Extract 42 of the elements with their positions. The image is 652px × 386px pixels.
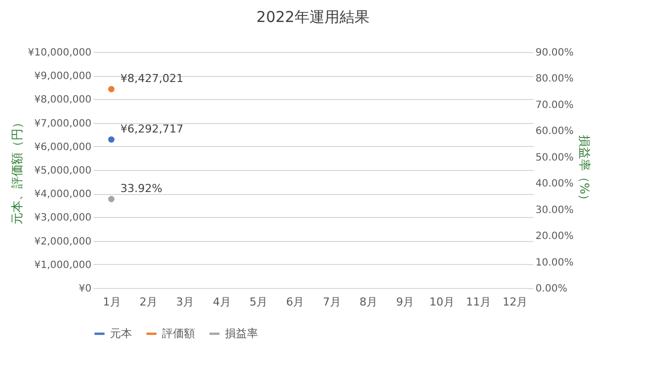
y-tick-label: ¥6,000,000 — [34, 142, 92, 153]
x-tick-label: 4月 — [212, 296, 231, 308]
x-tick-label: 2月 — [140, 296, 158, 308]
y2-axis-title: 損益率（%） — [578, 134, 592, 206]
data-label: 33.92% — [120, 182, 162, 196]
y-tick-label: ¥9,000,000 — [34, 71, 92, 82]
legend-label: 損益率 — [225, 326, 258, 340]
y2-tick-label: 10.00% — [536, 257, 574, 268]
y2-tick-label: 30.00% — [536, 204, 574, 216]
x-tick-label: 10月 — [429, 296, 454, 308]
y-tick-label: ¥0 — [78, 284, 92, 294]
x-tick-label: 7月 — [322, 296, 341, 308]
y-tick-label: ¥4,000,000 — [34, 189, 92, 200]
y2-tick-label: 40.00% — [536, 178, 574, 190]
y-tick-label: ¥7,000,000 — [34, 118, 92, 130]
x-tick-label: 9月 — [396, 296, 414, 308]
y2-tick-label: 90.00% — [536, 48, 574, 58]
y-tick-label: ¥10,000,000 — [28, 48, 92, 58]
x-tick-label: 12月 — [502, 296, 528, 308]
y-tick-label: ¥5,000,000 — [34, 166, 92, 176]
y2-tick-label: 60.00% — [536, 126, 574, 138]
y2-tick-label: 70.00% — [536, 100, 574, 111]
y-tick-label: ¥1,000,000 — [34, 260, 92, 271]
y-tick-label: ¥2,000,000 — [34, 236, 92, 248]
x-tick-label: 6月 — [286, 296, 304, 308]
y2-tick-label: 20.00% — [536, 231, 574, 242]
data-label: ¥8,427,021 — [120, 72, 184, 86]
y-tick-label: ¥3,000,000 — [34, 212, 92, 224]
data-label: ¥6,292,717 — [120, 122, 184, 136]
y-axis-title: 元本、評価額（円） — [10, 116, 24, 224]
x-tick-label: 1月 — [102, 296, 121, 308]
y2-tick-label: 0.00% — [536, 284, 568, 294]
x-tick-label: 5月 — [250, 296, 268, 308]
legend-label: 評価額 — [162, 326, 195, 340]
x-tick-label: 3月 — [176, 296, 194, 308]
x-tick-label: 8月 — [360, 296, 378, 308]
y2-tick-label: 50.00% — [536, 152, 574, 164]
legend-label: 元本 — [110, 326, 132, 340]
x-tick-label: 11月 — [466, 296, 491, 308]
y-tick-label: ¥8,000,000 — [34, 94, 92, 106]
y2-tick-label: 80.00% — [536, 74, 574, 85]
chart-title: 2022年運用結果 — [256, 8, 370, 26]
